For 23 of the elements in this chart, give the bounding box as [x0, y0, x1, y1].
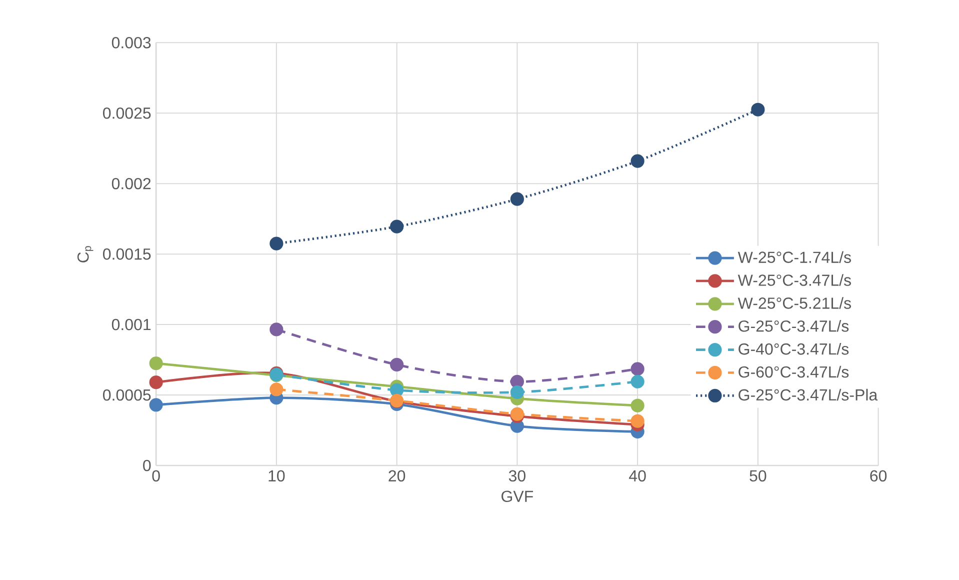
y-tick-label: 0.0015 [103, 248, 151, 260]
x-tick-label: 10 [268, 470, 285, 482]
legend-label: W-25°C-1.74L/s [738, 251, 851, 263]
y-tick-label: 0.0025 [103, 107, 151, 119]
legend-label: G-25°C-3.47L/s-Pla [738, 388, 878, 400]
x-tick-label: 40 [629, 470, 646, 482]
x-tick-label: 20 [388, 470, 406, 482]
legend-label: W-25°C-3.47L/s [738, 274, 851, 286]
y-axis-title: C$_{p}$ [77, 246, 94, 262]
x-tick-label: 50 [750, 470, 766, 482]
legend-label: G-25°C-3.47L/s [738, 320, 849, 332]
y-tick-label: 0.003 [112, 36, 151, 48]
x-tick-label: 60 [870, 470, 887, 482]
y-tick-label: 0.0005 [103, 389, 151, 401]
x-tick-label: 0 [152, 470, 160, 482]
y-tick-label: 0.002 [112, 178, 151, 190]
y-tick-label: 0 [143, 460, 151, 472]
legend-label: W-25°C-5.21L/s [738, 297, 851, 309]
legend-label: G-60°C-3.47L/s [738, 366, 849, 378]
legend-label: G-40°C-3.47L/s [738, 342, 849, 355]
y-tick-label: 0.001 [112, 318, 151, 330]
x-axis-title: GVF [502, 490, 533, 502]
x-tick-label: 30 [508, 470, 526, 482]
